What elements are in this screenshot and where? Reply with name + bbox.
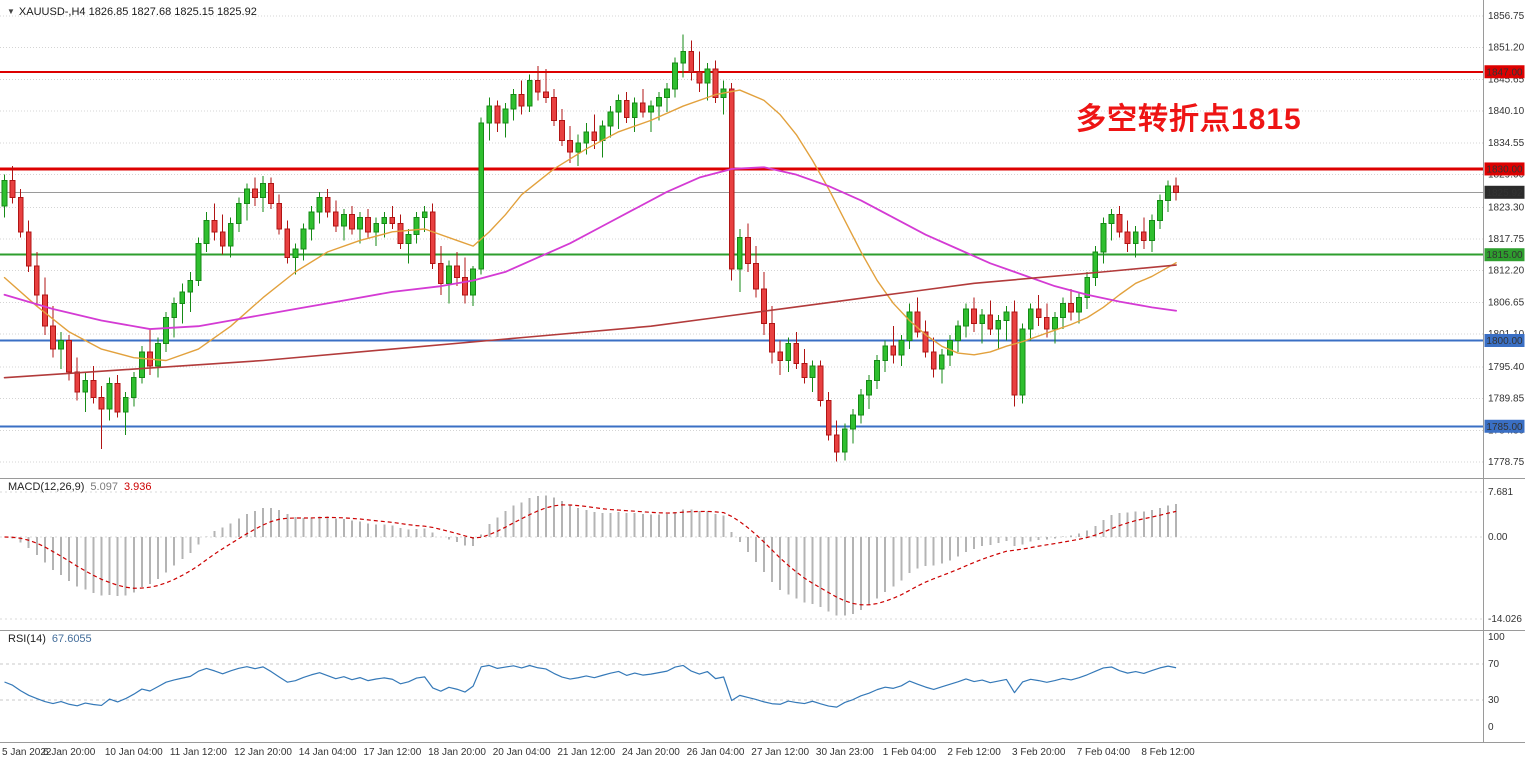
price-level-badges[interactable]: 1847.00 1830.00 1815.00 1800.00 1785.00 1825.…	[1484, 65, 1525, 433]
chart-header: ▼ XAUUSD-,H4 1826.85 1827.68 1825.15 1825…	[7, 6, 257, 18]
macd-signal-value: 3.936	[123, 481, 152, 493]
price-axis-labels: 1856.751851.201845.651840.101834.551829.…	[1488, 11, 1525, 733]
time-axis-label: 7 Feb 04:00	[1077, 747, 1131, 758]
svg-text:1830.00: 1830.00	[1486, 164, 1523, 175]
level-badge	[1484, 248, 1525, 262]
rsi-tick-label: 30	[1488, 695, 1500, 706]
price-tick-label: 1845.65	[1488, 74, 1525, 85]
ma-slow-line	[3, 264, 1177, 379]
price-tick-label: 1795.40	[1488, 362, 1525, 373]
panel-separators	[0, 0, 1525, 743]
price-tick-label: 1840.10	[1488, 106, 1525, 117]
collapse-triangle-icon[interactable]: ▼	[7, 7, 15, 16]
macd-name: MACD(12,26,9)	[8, 481, 85, 493]
macd-tick-label: -14.026	[1488, 614, 1522, 625]
price-tick-label: 1856.75	[1488, 11, 1525, 22]
time-axis-label: 17 Jan 12:00	[363, 747, 421, 758]
rsi-level-lines	[0, 663, 1484, 701]
time-axis-label: 27 Jan 12:00	[751, 747, 809, 758]
macd-tick-label: 0.00	[1488, 532, 1508, 543]
time-axis-label: 21 Jan 12:00	[557, 747, 615, 758]
rsi-tick-label: 70	[1488, 659, 1500, 670]
time-axis-label: 24 Jan 20:00	[622, 747, 680, 758]
time-axis-label: 10 Jan 04:00	[105, 747, 163, 758]
macd-histogram	[11, 495, 1178, 616]
price-tick-label: 1806.65	[1488, 297, 1525, 308]
price-gridlines	[0, 15, 1484, 463]
time-axis-label: 26 Jan 04:00	[687, 747, 745, 758]
macd-gridlines	[0, 491, 1484, 620]
price-tick-label: 1789.85	[1488, 394, 1525, 405]
price-tick-label: 1778.75	[1488, 457, 1525, 468]
rsi-line	[4, 664, 1177, 708]
svg-text:1800.00: 1800.00	[1486, 336, 1523, 347]
rsi-name: RSI(14)	[8, 633, 46, 645]
macd-tick-label: 7.681	[1488, 487, 1513, 498]
level-badge	[1484, 162, 1525, 176]
level-badge	[1484, 333, 1525, 347]
macd-indicator-label: MACD(12,26,9) 5.097 3.936	[8, 481, 151, 493]
ma-fast-line	[3, 89, 1177, 362]
time-axis-label: 6 Jan 20:00	[43, 747, 96, 758]
time-axis-label: 3 Feb 20:00	[1012, 747, 1066, 758]
rsi-value: 67.6055	[51, 633, 92, 645]
time-axis-label: 11 Jan 12:00	[170, 747, 228, 758]
price-tick-label: 1834.55	[1488, 138, 1525, 149]
symbol-ohlc-label: XAUUSD-,H4 1826.85 1827.68 1825.15 1825.…	[18, 6, 257, 18]
level-badge	[1484, 419, 1525, 433]
rsi-indicator-label: RSI(14) 67.6055	[8, 633, 92, 645]
time-axis-label: 5 Jan 2022	[2, 747, 52, 758]
level-badge	[1484, 65, 1525, 79]
rsi-tick-label: 100	[1488, 632, 1505, 643]
time-axis-label: 8 Feb 12:00	[1141, 747, 1195, 758]
ma-mid-line	[3, 166, 1177, 330]
moving-averages	[3, 89, 1177, 379]
price-tick-label: 1812.20	[1488, 266, 1525, 277]
time-axis-label: 18 Jan 20:00	[428, 747, 486, 758]
svg-text:1785.00: 1785.00	[1486, 422, 1523, 433]
price-tick-label: 1823.30	[1488, 202, 1525, 213]
current-price-badge	[1484, 185, 1525, 199]
candlesticks	[1, 34, 1179, 462]
price-tick-label: 1817.75	[1488, 234, 1525, 245]
rsi-tick-label: 0	[1488, 722, 1494, 733]
time-axis-label: 14 Jan 04:00	[299, 747, 357, 758]
time-axis-label: 20 Jan 04:00	[493, 747, 551, 758]
annotation-text: 多空转折点1815	[1076, 103, 1302, 136]
price-tick-label: 1851.20	[1488, 43, 1525, 54]
time-axis-label: 12 Jan 20:00	[234, 747, 292, 758]
time-axis-label: 2 Feb 12:00	[947, 747, 1001, 758]
macd-signal-line	[4, 504, 1177, 606]
svg-text:1847.00: 1847.00	[1486, 67, 1523, 78]
time-axis-label: 30 Jan 23:00	[816, 747, 874, 758]
svg-text:1825.92: 1825.92	[1486, 188, 1523, 199]
svg-text:1815.00: 1815.00	[1486, 250, 1523, 261]
time-axis-label: 1 Feb 04:00	[883, 747, 937, 758]
macd-main-value: 5.097	[90, 481, 118, 493]
